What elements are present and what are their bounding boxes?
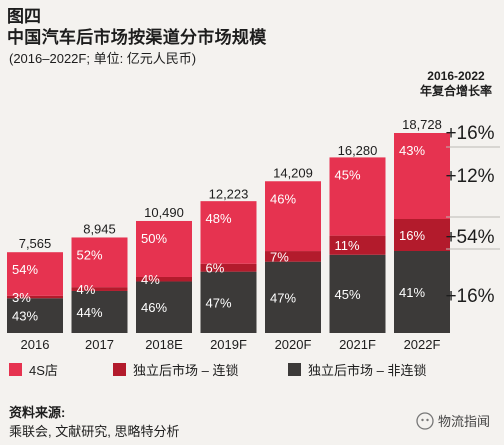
label-chain-2019F: 6%: [206, 261, 225, 276]
watermark-text: 物流指闻: [438, 414, 491, 429]
bar-4s-2016: [7, 252, 63, 296]
total-label-2018E: 10,490: [144, 205, 184, 220]
legend-swatch-nonchain: [288, 363, 301, 376]
bar-4s-2018E: [136, 220, 192, 277]
total-label-2020F: 14,209: [273, 165, 313, 180]
total-label-2017: 8,945: [83, 221, 116, 236]
label-4s-2017: 52%: [77, 247, 103, 262]
bar-chain-2019F: [200, 263, 257, 272]
cagr-nonchain: +16%: [445, 286, 494, 307]
legend-swatch-4s: [9, 363, 22, 376]
legend-label-chain: 独立后市场 – 连锁: [133, 363, 239, 378]
bar-4s-2021F: [329, 157, 386, 236]
label-4s-2018E: 50%: [141, 231, 167, 246]
cagr-total: +16%: [445, 123, 494, 144]
watermark: 物流指闻: [416, 411, 490, 430]
label-4s-2020F: 46%: [270, 191, 296, 206]
total-label-2021F: 16,280: [338, 143, 378, 158]
legend-item-nonchain: 独立后市场 – 非连锁: [288, 360, 426, 379]
cagr-header-label: 年复合增长率: [419, 84, 492, 98]
source-title: 资料来源:: [9, 405, 66, 420]
bar-nonchain-2020F: [265, 261, 321, 333]
bar-chain-2022F: [394, 219, 450, 251]
legend-item-chain: 独立后市场 – 连锁: [113, 360, 238, 379]
legend-label-nonchain: 独立后市场 – 非连锁: [308, 363, 427, 378]
label-chain-2018E: 4%: [141, 272, 160, 287]
bar-chain-2018E: [136, 276, 192, 282]
bar-nonchain-2018E: [136, 281, 192, 333]
label-nonchain-2016: 43%: [12, 309, 38, 324]
label-4s-2021F: 45%: [335, 167, 361, 182]
x-tick-2018E: 2018E: [145, 337, 183, 352]
cagr-header-years: 2016-2022: [427, 69, 485, 83]
wechat-icon: [416, 411, 434, 430]
chart-title: 中国汽车后市场按渠道分市场规模: [7, 28, 267, 47]
bar-nonchain-2021F: [329, 254, 386, 333]
figure-label: 图四: [7, 7, 41, 26]
label-nonchain-2017: 44%: [77, 305, 103, 320]
x-tick-2016: 2016: [21, 337, 50, 352]
total-label-2016: 7,565: [19, 236, 52, 251]
x-tick-2022F: 2022F: [404, 337, 441, 352]
x-tick-2017: 2017: [85, 337, 114, 352]
bar-4s-2017: [71, 237, 128, 288]
label-nonchain-2020F: 47%: [270, 290, 296, 305]
label-4s-2016: 54%: [12, 262, 38, 277]
bar-4s-2019F: [200, 201, 257, 264]
bar-chain-2016: [7, 295, 63, 299]
label-4s-2019F: 48%: [206, 211, 232, 226]
label-chain-2020F: 7%: [270, 249, 289, 264]
bar-4s-2020F: [265, 181, 321, 252]
legend-label-4s: 4S店: [29, 363, 58, 378]
bar-chain-2017: [71, 287, 128, 291]
bar-nonchain-2022F: [394, 251, 450, 333]
label-chain-2016: 3%: [12, 290, 31, 305]
total-label-2022F: 18,728: [402, 117, 442, 132]
legend-swatch-chain: [113, 363, 126, 376]
label-chain-2022F: 16%: [399, 228, 425, 243]
bar-nonchain-2017: [71, 290, 128, 333]
source-text: 乘联会, 文献研究, 思略特分析: [9, 424, 180, 439]
bar-4s-2022F: [394, 133, 450, 219]
bar-chain-2020F: [265, 251, 321, 262]
chart-subtitle: (2016–2022F; 单位: 亿元人民币): [9, 51, 197, 66]
legend-item-4s: 4S店: [9, 360, 58, 379]
x-tick-2021F: 2021F: [339, 337, 376, 352]
label-4s-2022F: 43%: [399, 143, 425, 158]
total-label-2019F: 12,223: [209, 186, 249, 201]
label-chain-2021F: 11%: [335, 238, 360, 253]
cagr-4s: +12%: [445, 166, 494, 187]
bar-nonchain-2019F: [200, 271, 257, 333]
label-nonchain-2019F: 47%: [206, 295, 232, 310]
label-nonchain-2021F: 45%: [335, 287, 361, 302]
label-nonchain-2018E: 46%: [141, 300, 167, 315]
bar-chain-2021F: [329, 235, 386, 255]
x-tick-2020F: 2020F: [275, 337, 312, 352]
label-chain-2017: 4%: [77, 282, 96, 297]
bar-nonchain-2016: [7, 298, 63, 333]
cagr-header: 2016-2022 年复合增长率: [408, 69, 504, 99]
cagr-chain: +54%: [445, 227, 494, 248]
x-tick-2019F: 2019F: [210, 337, 247, 352]
label-nonchain-2022F: 41%: [399, 285, 425, 300]
